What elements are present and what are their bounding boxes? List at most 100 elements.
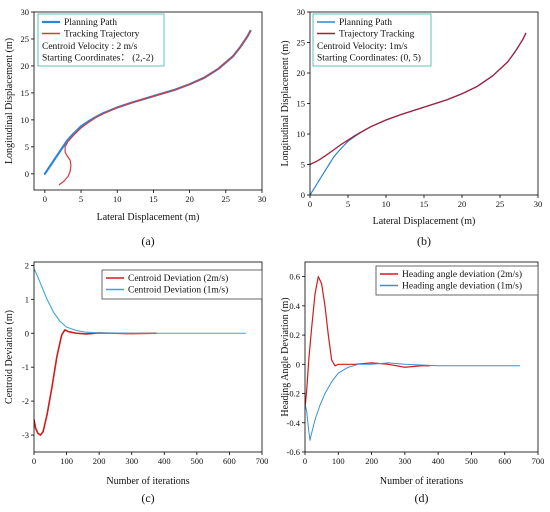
- x-tick-label: 30: [534, 199, 543, 209]
- x-axis-label-b: Lateral Displacement (m): [373, 216, 476, 227]
- y-tick-label: 0: [301, 190, 305, 200]
- x-tick-label: 400: [432, 456, 445, 466]
- series-line-d-1: [305, 362, 521, 441]
- x-tick-label: 200: [93, 456, 106, 466]
- x-tick-label: 400: [158, 456, 171, 466]
- y-tick-label: 5: [301, 160, 305, 170]
- x-tick-label: 5: [346, 199, 350, 209]
- x-tick-label: 25: [222, 194, 231, 204]
- velocity-annotation: Centroid Velocity: 1m/s: [317, 42, 408, 52]
- y-tick-label: 25: [297, 38, 306, 48]
- legend-box-d: [375, 265, 539, 296]
- legend-entry: Heading angle deviation (1m/s): [402, 281, 522, 292]
- y-tick-label: 10: [297, 129, 306, 139]
- series-line-c-1: [34, 268, 247, 334]
- y-tick-label: 20: [21, 61, 30, 71]
- x-tick-label: 100: [332, 456, 345, 466]
- y-tick-label: -0.2: [287, 389, 300, 399]
- y-axis-label-d: Heading Angle Deviation (m): [280, 297, 291, 416]
- y-tick-label: 15: [297, 99, 306, 109]
- legend-entry: Tracking Trajectory: [64, 30, 140, 40]
- series-line-d-0: [305, 276, 431, 409]
- x-tick-label: 15: [149, 194, 158, 204]
- y-tick-label: 0: [25, 169, 29, 179]
- x-tick-label: 10: [113, 194, 122, 204]
- panel-label-c: (c): [141, 491, 154, 505]
- x-axis-label-c: Number of iterations: [106, 476, 189, 487]
- start-coordinates-annotation: Starting Coordinates: (0, 5): [317, 53, 421, 64]
- x-axis-label-a: Lateral Displacement (m): [97, 212, 200, 223]
- series-line-c-0: [34, 329, 157, 436]
- panel-label-b: (b): [417, 234, 431, 248]
- plot-area-b: 0 5 10 15 20 25 30 0 5 10 15 20 25 30: [297, 7, 543, 209]
- x-tick-label: 300: [398, 456, 411, 466]
- x-tick-label: 200: [365, 456, 378, 466]
- x-tick-label: 600: [498, 456, 511, 466]
- y-tick-label: 1: [25, 294, 29, 304]
- x-tick-label: 500: [465, 456, 478, 466]
- y-tick-label: 20: [297, 68, 306, 78]
- axes-frame: [304, 261, 539, 453]
- y-tick-label: 10: [21, 115, 30, 125]
- y-axis-label-c: Centroid Deviation (m): [4, 310, 15, 404]
- axes-frame: [33, 261, 263, 453]
- x-tick-label: 25: [496, 199, 505, 209]
- panel-label-a: (a): [141, 234, 154, 248]
- legend-box-c: [101, 269, 263, 300]
- x-tick-label: 0: [308, 199, 312, 209]
- legend-entry: Heading angle deviation (2m/s): [402, 269, 522, 280]
- legend-c: Centroid Deviation (2m/s) Centroid Devia…: [101, 269, 263, 300]
- x-tick-label: 0: [32, 456, 36, 466]
- x-tick-label: 0: [303, 456, 307, 466]
- legend-box-a: [37, 13, 165, 67]
- start-coordinates-annotation: Starting Coordinates： (2,-2): [42, 53, 154, 64]
- x-tick-label: 700: [256, 456, 269, 466]
- chart-panel-a: 0 5 10 15 20 25 30 0 5 10 15 20 25 30 Lateral Displac…: [4, 7, 266, 248]
- chart-panel-c: 0 100 200 300 400 500 600 700 -3 -2 -1 0 1 2 Number o…: [4, 260, 268, 505]
- x-tick-label: 5: [79, 194, 83, 204]
- y-tick-label: 0.2: [289, 330, 300, 340]
- legend-b: Planning Path Trajectory Tracking Centro…: [312, 13, 432, 67]
- y-tick-label: 30: [297, 7, 306, 17]
- x-axis-label-d: Number of iterations: [380, 476, 463, 487]
- plot-area-c: 0 100 200 300 400 500 600 700 -3 -2 -1 0 1 2: [22, 260, 268, 466]
- plot-area-a: 0 5 10 15 20 25 30 0 5 10 15 20 25 30: [21, 7, 267, 204]
- x-tick-label: 20: [185, 194, 194, 204]
- y-tick-label: 30: [21, 7, 30, 17]
- y-tick-label: 0: [25, 328, 29, 338]
- axes-frame: [33, 11, 263, 191]
- panel-label-d: (d): [415, 491, 429, 505]
- chart-panel-d: 0 100 200 300 400 500 600 700 -0.6 -0.4 -0.2 0 0.2 0.…: [280, 261, 544, 505]
- y-tick-label: -3: [22, 430, 29, 440]
- x-tick-label: 300: [125, 456, 138, 466]
- y-tick-label: 15: [21, 88, 30, 98]
- y-axis-label-a: Longitudinal Displacement (m): [4, 38, 15, 164]
- velocity-annotation: Centroid Velocity : 2 m/s: [42, 42, 138, 52]
- y-tick-label: 25: [21, 34, 30, 44]
- y-tick-label: 2: [25, 260, 29, 270]
- x-tick-label: 500: [190, 456, 203, 466]
- chart-panel-b: 0 5 10 15 20 25 30 0 5 10 15 20 25 30 Lateral Displac…: [280, 7, 542, 248]
- y-tick-label: 5: [25, 142, 29, 152]
- legend-d: Heading angle deviation (2m/s) Heading a…: [375, 265, 539, 296]
- legend-entry: Planning Path: [64, 18, 117, 28]
- y-tick-label: -2: [22, 396, 29, 406]
- legend-entry: Centroid Deviation (2m/s): [128, 273, 228, 284]
- x-tick-label: 15: [420, 199, 429, 209]
- y-axis-label-b: Longitudinal Displacement (m): [280, 40, 291, 166]
- y-tick-label: -1: [22, 362, 29, 372]
- x-tick-label: 600: [223, 456, 236, 466]
- series-line-b-1: [310, 32, 527, 166]
- y-tick-label: -0.6: [287, 447, 300, 457]
- y-tick-label: 0: [296, 359, 300, 369]
- x-tick-label: 0: [43, 194, 47, 204]
- y-tick-label: 0.4: [289, 301, 300, 311]
- series-line-a-1: [58, 30, 252, 186]
- plot-area-d: 0 100 200 300 400 500 600 700 -0.6 -0.4 -0.2 0 0.2 0.…: [287, 261, 544, 466]
- x-tick-label: 100: [60, 456, 73, 466]
- y-tick-label: 0.6: [289, 272, 300, 282]
- legend-entry: Planning Path: [339, 18, 392, 28]
- legend-entry: Centroid Deviation (1m/s): [128, 285, 228, 296]
- x-tick-label: 30: [258, 194, 267, 204]
